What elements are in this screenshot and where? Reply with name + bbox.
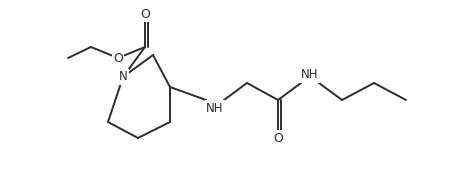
Text: O: O xyxy=(140,7,150,21)
Text: NH: NH xyxy=(301,68,319,81)
Text: N: N xyxy=(119,70,127,84)
Text: NH: NH xyxy=(206,101,224,115)
Text: O: O xyxy=(113,52,123,64)
Text: O: O xyxy=(273,132,283,144)
